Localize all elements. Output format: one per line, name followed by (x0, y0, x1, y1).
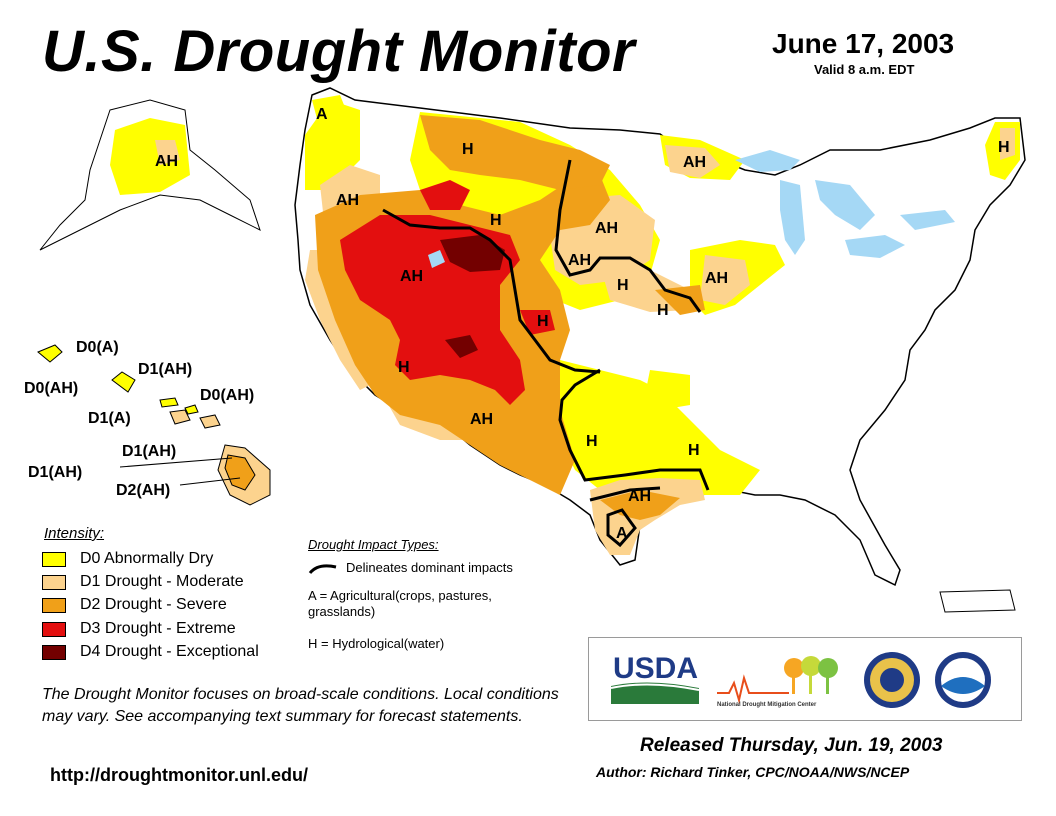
alaska-d1 (155, 140, 180, 165)
ndmc-logo-icon: National Drought Mitigation Center (717, 656, 838, 708)
legend-label: D3 Drought - Extreme (80, 620, 236, 637)
hawaii-label: D0(A) (76, 339, 119, 356)
noaa-logo-icon (935, 652, 991, 708)
legend-item-d2: D2 Drought - Severe (42, 595, 227, 615)
hawaii-labels: D0(A) D1(AH) D0(AH) D0(AH) D1(A) D1(AH) … (24, 339, 254, 499)
region-labels: AH H AH H AH AH AH H AH H H H AH AH H H … (155, 106, 1010, 542)
hawaii-label: D0(AH) (200, 387, 254, 404)
impact-boundaries (382, 159, 710, 548)
region-label: H (617, 277, 629, 294)
region-label: AH (470, 411, 493, 428)
hawaii-label: D1(AH) (122, 443, 176, 460)
usda-logo-icon: USDA (610, 652, 700, 704)
legend-label: D1 Drought - Moderate (80, 573, 244, 590)
legend-item-d1: D1 Drought - Moderate (42, 572, 244, 592)
impact-types-title: Drought Impact Types: (308, 537, 439, 552)
d1-swatch (42, 574, 66, 590)
region-label: H (537, 313, 549, 330)
legend-item-d0: D0 Abnormally Dry (42, 549, 213, 569)
hawaii-label: D0(AH) (24, 380, 78, 397)
region-label: H (657, 302, 669, 319)
legend-label: D0 Abnormally Dry (80, 550, 214, 567)
region-label: H (688, 442, 700, 459)
disclaimer-note: The Drought Monitor focuses on broad-sca… (42, 686, 559, 725)
region-label: AH (400, 268, 423, 285)
d4-swatch (42, 644, 66, 660)
partner-logos: USDA National Drought Mitigation Center (588, 637, 1022, 721)
region-label: H (398, 359, 410, 376)
region-label: A (616, 525, 628, 542)
d4-areas (440, 235, 505, 358)
website-link[interactable]: http://droughtmonitor.unl.edu/ (50, 765, 308, 785)
region-label: H (490, 212, 502, 229)
region-label: AH (595, 220, 618, 237)
region-label: H (998, 139, 1010, 156)
legend-item-d3: D3 Drought - Extreme (42, 619, 236, 639)
region-label: AH (336, 192, 359, 209)
alaska-d0 (110, 118, 190, 195)
impact-agricultural: A = Agricultural(crops, pastures, grassl… (308, 588, 492, 619)
region-label: H (586, 433, 598, 450)
region-label: AH (155, 153, 178, 170)
logos-svg: USDA National Drought Mitigation Center (610, 652, 991, 708)
hawaii-islands (37, 344, 271, 506)
map-title: U.S. Drought Monitor (42, 19, 636, 84)
region-label: A (316, 106, 328, 123)
release-date: Released Thursday, Jun. 19, 2003 (640, 735, 943, 756)
author: Author: Richard Tinker, CPC/NOAA/NWS/NCE… (596, 764, 910, 780)
hawaii-label: D1(AH) (28, 464, 82, 481)
region-label: AH (628, 488, 651, 505)
usda-text: USDA (613, 652, 698, 685)
region-label: AH (705, 270, 728, 287)
d3-swatch (42, 621, 66, 637)
map-date: June 17, 2003 (772, 28, 955, 59)
legend-title: Intensity: (44, 525, 105, 542)
doc-seal-icon (864, 652, 920, 708)
legend-item-d4: D4 Drought - Exceptional (42, 642, 259, 662)
hawaii-label: D1(AH) (138, 361, 192, 378)
impact-hydrological: H = Hydrological(water) (308, 636, 445, 651)
d2-swatch (42, 597, 66, 613)
puerto-rico (939, 589, 1016, 613)
region-label: AH (683, 154, 706, 171)
ndmc-text: National Drought Mitigation Center (717, 702, 817, 708)
impact-line-legend: Delineates dominant impacts (308, 560, 513, 575)
region-label: H (462, 141, 474, 158)
hawaii-label: D2(AH) (116, 482, 170, 499)
great-lakes (428, 150, 955, 268)
hawaii-label: D1(A) (88, 410, 131, 427)
boundary-line-icon (308, 563, 337, 574)
hawaii-leaders (119, 457, 241, 486)
valid-time: Valid 8 a.m. EDT (814, 62, 915, 77)
legend-label: D2 Drought - Severe (80, 596, 227, 613)
legend-label: D4 Drought - Exceptional (80, 643, 259, 660)
impact-line-label: Delineates dominant impacts (346, 560, 513, 575)
region-label: AH (568, 252, 591, 269)
d0-swatch (42, 551, 66, 567)
